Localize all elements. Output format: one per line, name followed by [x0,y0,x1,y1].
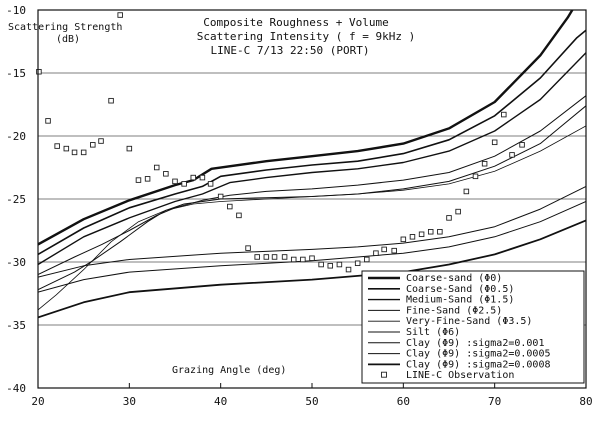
observation-marker [354,260,361,267]
observation-marker [190,174,197,181]
observation-marker [437,229,443,235]
y-tick-label: -15 [6,67,26,80]
series-line-7 [38,185,586,278]
observation-marker [98,138,104,144]
chart-title: Composite Roughness + Volume Scattering … [197,16,416,57]
observation-marker [217,193,224,200]
x-tick-label: 50 [305,395,318,408]
y-tick-label: -25 [6,193,26,206]
observation-marker [318,261,324,268]
observation-marker [281,254,288,260]
observation-marker [300,256,306,263]
y-axis-unit: (dB) [56,34,80,45]
observation-marker [63,145,70,152]
observation-marker [163,171,169,177]
observation-marker [519,142,525,148]
title-line-1: Composite Roughness + Volume [203,16,388,29]
observation-marker [509,152,515,158]
series-line-3 [38,52,586,266]
legend-label-8: Clay (Φ9) :sigma2=0.0005 [406,349,551,360]
observation-marker [472,173,479,180]
y-tick-label: -20 [6,130,26,143]
observation-marker [54,143,60,149]
observation-marker [207,181,214,187]
x-tick-label: 60 [397,395,410,408]
observation-marker [36,68,42,75]
observation-marker [90,142,96,148]
observation-marker [391,247,397,254]
title-line-3: LINE-C 7/13 22:50 (PORT) [211,44,370,57]
observation-marker [455,208,461,215]
x-tick-label: 70 [488,395,501,408]
series-line-1 [38,10,574,246]
observation-marker [446,215,452,221]
y-tick-label: -40 [6,382,26,395]
title-line-2: Scattering Intensity ( f = 9kHz ) [197,30,416,43]
observation-marker [153,164,160,171]
legend: Coarse-sand (Φ0)Coarse-Sand (Φ0.5)Medium… [361,270,585,384]
observation-points [36,12,525,273]
legend-swatch-observation [381,371,387,378]
legend-label-10: LINE-C Observation [406,370,514,381]
observation-marker [199,174,206,181]
observation-marker [227,203,233,210]
observation-marker [481,160,488,167]
observation-marker [108,97,114,104]
observation-marker [263,254,270,260]
observation-marker [309,255,315,261]
observation-marker [409,234,416,240]
x-tick-label: 20 [31,395,44,408]
series-line-4 [38,95,586,276]
observation-marker [418,231,425,238]
x-axis-label: Grazing Angle (deg) [172,365,286,376]
observation-marker [290,256,297,263]
observation-marker [345,266,352,273]
x-tick-label: 80 [579,395,592,408]
x-tick-label: 30 [123,395,136,408]
observation-marker [327,263,334,269]
observation-marker [271,254,278,260]
observation-marker [463,188,470,195]
observation-marker [172,178,178,185]
legend-label-2: Coarse-Sand (Φ0.5) [406,284,514,295]
observation-marker [181,181,187,187]
y-tick-label: -35 [6,319,26,332]
observation-marker [373,250,379,256]
observation-marker [45,118,51,124]
observation-marker [491,139,498,146]
y-tick-label: -10 [6,4,26,17]
legend-label-6: Silt (Φ6) [406,327,460,338]
axes: 20 30 40 50 60 70 80 -40 -35 -30 -25 -20 -15 -10 [6,4,593,408]
observation-marker [400,236,407,243]
observation-marker [364,256,370,263]
legend-label-9: Clay (Φ9) :sigma2=0.0008 [406,359,551,370]
observation-marker [336,261,343,268]
observation-marker [236,212,242,219]
observation-marker [71,149,78,156]
legend-label-1: Coarse-sand (Φ0) [406,273,502,284]
series-line-5 [38,125,586,311]
series-line-2 [38,29,586,256]
observation-marker [144,176,151,182]
y-tick-label: -30 [6,256,26,269]
observation-marker [427,229,434,235]
legend-label-4: Fine-Sand (Φ2.5) [406,305,502,316]
legend-label-7: Clay (Φ9) :sigma2=0.001 [406,338,544,349]
observation-marker [117,12,123,18]
series-line-8 [38,201,586,293]
y-axis-label: Scattering Strength [8,22,122,33]
series-line-9 [38,219,586,319]
observation-marker [381,246,387,253]
observation-marker [245,245,251,251]
observation-marker [254,254,260,260]
observation-marker [501,111,507,118]
observation-marker [135,177,142,183]
x-tick-label: 40 [214,395,227,408]
legend-label-5: Very-Fine-Sand (Φ3.5) [406,316,532,327]
observation-marker [126,145,133,152]
observation-marker [80,149,87,156]
legend-label-3: Medium-Sand (Φ1.5) [406,295,514,306]
